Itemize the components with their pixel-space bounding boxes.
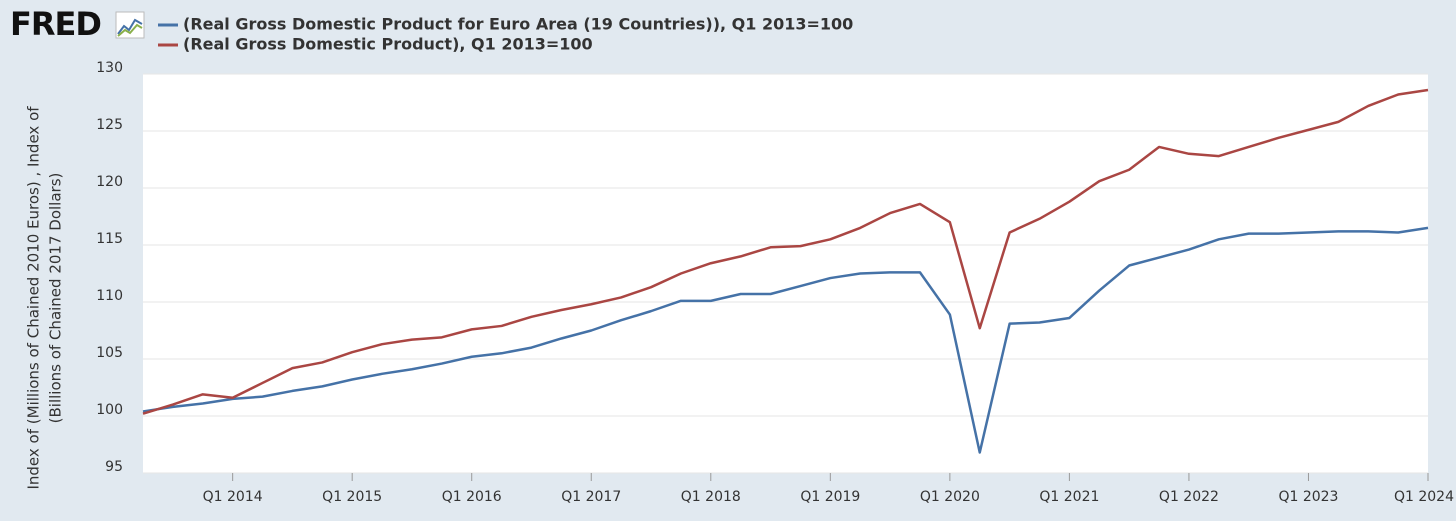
y-tick-label: 130: [96, 60, 123, 76]
y-tick-label: 120: [96, 174, 123, 190]
x-tick-label: Q1 2014: [203, 489, 263, 505]
series-line: [142, 226, 1429, 454]
logo[interactable]: FRED: [10, 5, 102, 43]
x-tick-label: Q1 2020: [920, 489, 980, 505]
y-tick-label: 105: [96, 345, 123, 361]
legend-label: (Real Gross Domestic Product for Euro Ar…: [183, 15, 853, 34]
plot-area: [143, 74, 1428, 473]
y-tick-label: 115: [96, 231, 123, 247]
y-axis-label: Index of (Millions of Chained 2010 Euros…: [25, 106, 43, 490]
legend-label: (Real Gross Domestic Product), Q1 2013=1…: [183, 35, 593, 54]
logo-icon: [115, 11, 145, 39]
series-line: [142, 88, 1429, 415]
y-tick-label: 110: [96, 288, 123, 304]
x-tick-label: Q1 2016: [442, 489, 502, 505]
x-tick-label: Q1 2019: [800, 489, 860, 505]
x-tick-label: Q1 2024: [1394, 489, 1454, 505]
x-tick-label: Q1 2021: [1039, 489, 1099, 505]
y-tick-label: 95: [105, 459, 123, 475]
x-tick-label: Q1 2023: [1278, 489, 1338, 505]
x-tick-label: Q1 2018: [681, 489, 741, 505]
x-tick-label: Q1 2017: [561, 489, 621, 505]
y-tick-label: 100: [96, 402, 123, 418]
y-axis-label: (Billions of Chained 2017 Dollars): [47, 173, 65, 424]
x-tick-label: Q1 2022: [1159, 489, 1219, 505]
y-tick-label: 125: [96, 117, 123, 133]
x-tick-label: Q1 2015: [322, 489, 382, 505]
